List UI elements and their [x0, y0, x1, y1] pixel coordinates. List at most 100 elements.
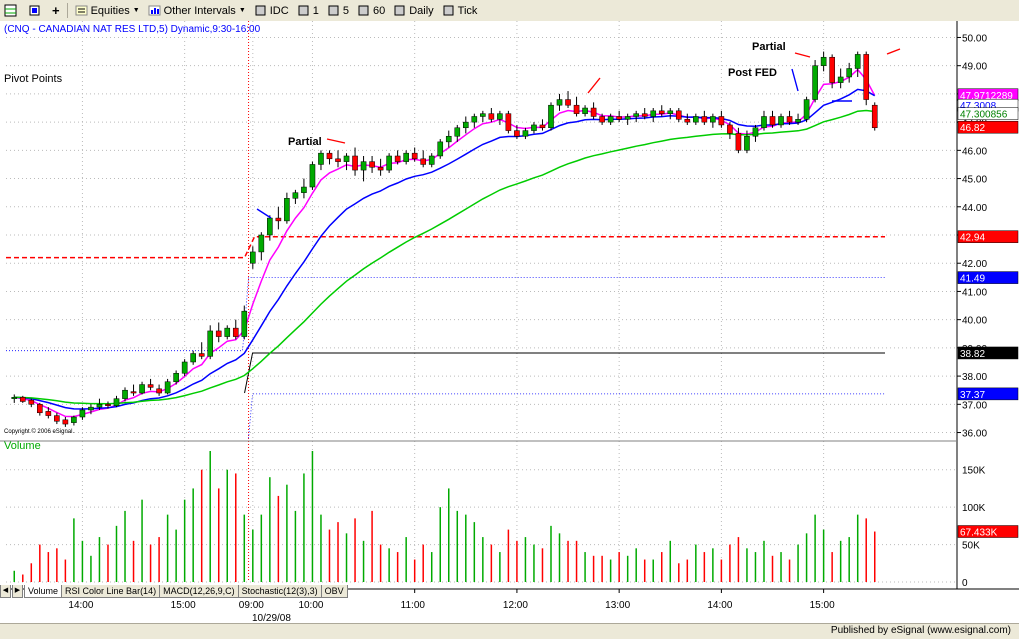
toolbar-1min-button[interactable]: 1	[293, 1, 323, 20]
candle-body	[28, 399, 35, 405]
grid-lines	[6, 21, 955, 583]
tab-rsi[interactable]: RSI Color Line Bar(14)	[61, 585, 161, 598]
candle-body	[539, 124, 546, 129]
candle-body	[62, 419, 69, 425]
idc-label: IDC	[269, 4, 289, 17]
candle-body	[250, 251, 256, 264]
price-tick-label: 37.00	[962, 400, 987, 411]
tab-scroll-right-button[interactable]: ▶	[12, 585, 23, 598]
toolbar-daily-button[interactable]: Daily	[389, 1, 437, 20]
candle-body	[79, 409, 86, 418]
interval-daily-label: Daily	[409, 4, 434, 17]
annotation-arrow-icon	[794, 52, 811, 58]
toolbar-equities-dropdown[interactable]: Equities ▼	[71, 1, 144, 20]
tab-stochastic[interactable]: Stochastic(12(3),3)	[237, 585, 322, 598]
price-tick-label: 40.00	[962, 316, 987, 327]
equities-label: Equities	[90, 4, 130, 17]
tab-obv[interactable]: OBV	[320, 585, 348, 598]
ma-slow-line	[14, 109, 875, 405]
candle-body	[437, 141, 444, 157]
candle-body	[105, 404, 111, 406]
candle-body	[181, 361, 188, 374]
candle-body	[386, 155, 392, 171]
candle-body	[147, 384, 154, 388]
candle-body	[428, 155, 435, 165]
interval-icon	[358, 5, 369, 16]
pivot-points-label: Pivot Points	[4, 73, 63, 85]
candle-body	[164, 381, 171, 394]
candle-body	[284, 198, 290, 222]
chart-area[interactable]: 50.0049.0048.0047.0046.0045.0044.0043.00…	[0, 21, 1019, 623]
interval-1-label: 1	[312, 4, 319, 17]
candle-body	[769, 116, 776, 126]
candle-body	[394, 155, 401, 162]
time-tick-label: 10:00	[298, 600, 323, 611]
pivot-p-line	[244, 352, 885, 394]
candle-body	[301, 186, 307, 193]
publisher-label: Published by eSignal (www.esignal.com)	[830, 625, 1011, 636]
annotation-arrow-icon	[587, 77, 601, 94]
candle-body	[752, 127, 759, 137]
price-tick-label: 46.00	[962, 146, 987, 157]
candle-body	[275, 217, 282, 222]
ma-mid-line	[14, 88, 876, 410]
candle-body	[19, 397, 26, 402]
pivot-r1-line	[6, 235, 885, 259]
candle-body	[761, 116, 767, 129]
price-tick-label: 41.00	[962, 287, 987, 298]
candle-body	[616, 116, 622, 120]
candle-body	[258, 234, 265, 253]
candle-body	[795, 119, 801, 123]
candle-body	[641, 113, 648, 117]
candle-body	[360, 161, 367, 171]
candle-body	[318, 152, 324, 165]
toolbar-tick-button[interactable]: Tick	[438, 1, 482, 20]
toolbar-settings-button[interactable]	[24, 1, 48, 20]
price-tag-label: 47.9712289	[960, 91, 1013, 102]
tab-volume[interactable]: Volume	[24, 585, 63, 598]
candlestick-series	[11, 51, 878, 427]
price-tick-label: 36.00	[962, 429, 987, 440]
interval-icon	[328, 5, 339, 16]
candle-body	[599, 116, 605, 123]
candle-body	[37, 404, 43, 414]
time-tick-label: 12:00	[503, 600, 528, 611]
candle-body	[480, 113, 486, 117]
candle-body	[232, 327, 239, 337]
price-tag-box	[957, 387, 1019, 401]
toolbar-intervals-dropdown[interactable]: Other Intervals ▼	[144, 1, 250, 20]
price-tick-label: 50.00	[962, 33, 987, 44]
toolbar-5min-button[interactable]: 5	[323, 1, 353, 20]
price-tag-label: 47.3008	[960, 101, 997, 112]
toolbar-grid-button[interactable]	[0, 1, 24, 20]
toolbar: + Equities ▼ Other Intervals ▼ IDC 1 5 6…	[0, 0, 1019, 22]
candle-body	[505, 113, 512, 131]
candle-body	[139, 384, 145, 394]
interval-tick-label: Tick	[457, 4, 478, 17]
toolbar-idc-button[interactable]: IDC	[250, 1, 293, 20]
candle-body	[854, 54, 861, 69]
candle-body	[675, 110, 682, 120]
candle-body	[173, 373, 179, 382]
toolbar-add-button[interactable]: +	[48, 1, 64, 20]
time-tick-label: 11:00	[401, 600, 426, 611]
price-tag-label: 47.300856	[960, 110, 1008, 121]
candle-body	[633, 113, 639, 117]
dropdown-arrow-icon: ▼	[132, 7, 140, 14]
toolbar-60min-button[interactable]: 60	[353, 1, 389, 20]
study-tabs: ◀ ▶ Volume RSI Color Line Bar(14) MACD(1…	[0, 584, 348, 598]
candle-body	[462, 121, 469, 129]
axes: 50.0049.0048.0047.0046.0045.0044.0043.00…	[0, 21, 1019, 611]
tab-macd[interactable]: MACD(12,26,9,C)	[159, 585, 239, 598]
candle-body	[343, 155, 350, 162]
price-tag-box	[957, 525, 1019, 538]
candle-body	[292, 192, 299, 199]
candle-body	[190, 353, 196, 363]
candle-body	[445, 135, 452, 143]
dropdown-arrow-icon: ▼	[238, 7, 246, 14]
toolbar-separator	[66, 3, 68, 18]
idc-icon	[255, 5, 266, 16]
price-tag-label: 67.433K	[960, 528, 998, 539]
tab-scroll-left-button[interactable]: ◀	[0, 585, 11, 598]
